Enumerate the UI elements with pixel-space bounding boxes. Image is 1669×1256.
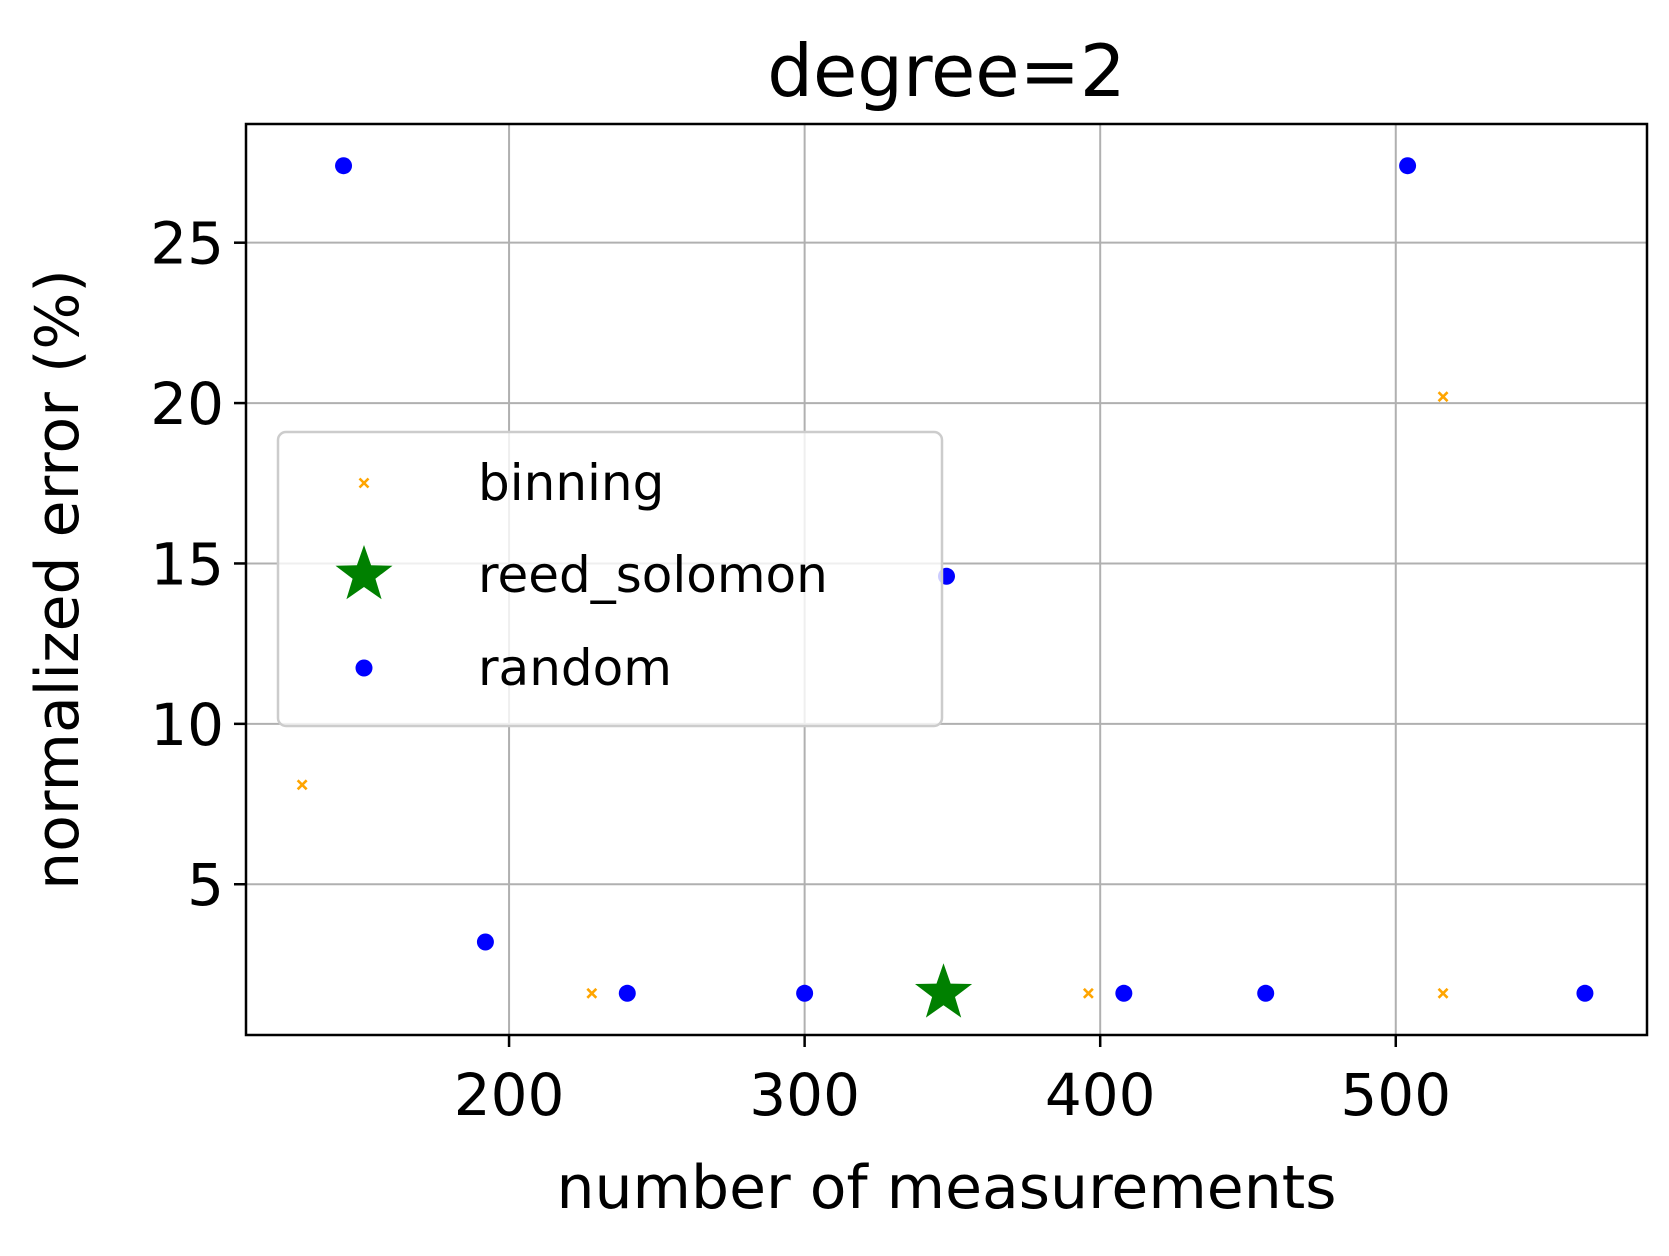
x-axis-title: number of measurements xyxy=(557,1153,1337,1223)
random-point xyxy=(335,157,353,175)
x-stroke xyxy=(1437,987,1449,999)
x-tick-label: 500 xyxy=(1340,1061,1451,1129)
random-point xyxy=(1257,984,1275,1002)
y-tick-label: 20 xyxy=(150,370,224,438)
binning-point xyxy=(1437,987,1449,999)
legend-label: binning xyxy=(478,454,664,512)
random-point xyxy=(1576,984,1594,1002)
y-axis-title: normalized error (%) xyxy=(23,269,93,890)
binning-point xyxy=(586,987,598,999)
x-stroke xyxy=(586,987,598,999)
x-stroke xyxy=(1437,391,1449,403)
y-tick-label: 15 xyxy=(150,530,224,598)
reed_solomon-point xyxy=(335,545,393,600)
data-points xyxy=(296,157,1594,1018)
y-tick-label: 5 xyxy=(187,851,224,919)
random-point xyxy=(1115,984,1133,1002)
random-point xyxy=(796,984,814,1002)
random-point xyxy=(476,933,494,951)
binning-point xyxy=(358,477,370,489)
x-stroke xyxy=(1082,987,1094,999)
x-tick-label: 400 xyxy=(1045,1061,1156,1129)
random-point xyxy=(1399,157,1417,175)
binning-point xyxy=(1082,987,1094,999)
plot-area-frame xyxy=(244,122,1649,1037)
random-point xyxy=(618,984,636,1002)
x-tick-label: 300 xyxy=(749,1061,860,1129)
binning-point xyxy=(296,779,308,791)
x-stroke xyxy=(296,779,308,791)
x-tick-label: 200 xyxy=(454,1061,565,1129)
random-point xyxy=(355,659,373,677)
y-tick-label: 10 xyxy=(150,691,224,759)
chart-title: degree=2 xyxy=(767,29,1125,113)
axis-ticks: 200 300 400 500 5 10 15 20 25 xyxy=(150,210,1451,1129)
legend-label: reed_solomon xyxy=(478,546,828,604)
binning-point xyxy=(1437,391,1449,403)
legend-label: random xyxy=(478,639,672,697)
x-stroke xyxy=(358,477,370,489)
reed_solomon-point xyxy=(915,963,973,1018)
y-tick-label: 25 xyxy=(150,210,224,278)
legend-box xyxy=(276,430,944,728)
